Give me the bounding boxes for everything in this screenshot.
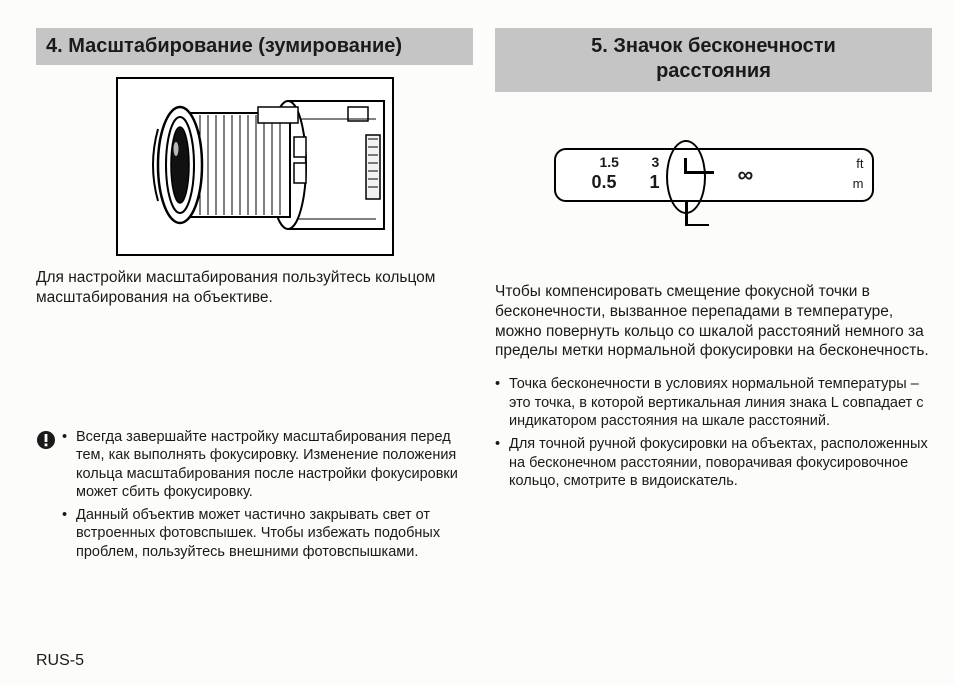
warning-note-list: Всегда завершайте настройку масштабирова… bbox=[62, 428, 467, 566]
bullet-item: Точка бесконечности в условиях нормально… bbox=[495, 375, 932, 431]
pointer-line-v bbox=[685, 202, 688, 226]
warning-icon bbox=[36, 430, 56, 450]
scale-ft-1: 1.5 bbox=[600, 154, 619, 170]
section-5-paragraph: Чтобы компенсировать смещение фокусной т… bbox=[495, 282, 932, 361]
infinity-symbol: ∞ bbox=[738, 162, 754, 188]
scale-m-2: 1 bbox=[650, 172, 660, 193]
page-number: RUS-5 bbox=[36, 652, 84, 670]
warning-note-block: Всегда завершайте настройку масштабирова… bbox=[36, 428, 473, 566]
note-item: Всегда завершайте настройку масштабирова… bbox=[62, 428, 467, 502]
section-4-heading: 4. Масштабирование (зумирование) bbox=[36, 28, 473, 65]
note-item: Данный объектив может частично закрывать… bbox=[62, 506, 467, 562]
scale-ft-2: 3 bbox=[652, 154, 660, 170]
section-4-caption: Для настройки масштабирования пользуйтес… bbox=[36, 268, 473, 308]
scale-m-1: 0.5 bbox=[592, 172, 617, 193]
bullet-item: Для точной ручной фокусировки на объекта… bbox=[495, 435, 932, 491]
camera-lens-figure bbox=[116, 77, 394, 256]
right-column: 5. Значок бесконечности расстояния 1.5 3… bbox=[495, 28, 932, 565]
pointer-line-h bbox=[685, 224, 709, 226]
heading-line-1: 5. Значок бесконечности bbox=[505, 34, 922, 59]
scale-unit-ft: ft bbox=[856, 156, 863, 171]
section-5-bullet-list: Точка бесконечности в условиях нормально… bbox=[495, 375, 932, 490]
distance-scale-diagram: 1.5 3 0.5 1 ft m ∞ bbox=[554, 140, 874, 236]
left-column: 4. Масштабирование (зумирование) bbox=[36, 28, 473, 565]
scale-unit-m: m bbox=[853, 176, 864, 191]
heading-line-2: расстояния bbox=[505, 59, 922, 84]
section-5-heading: 5. Значок бесконечности расстояния bbox=[495, 28, 932, 92]
